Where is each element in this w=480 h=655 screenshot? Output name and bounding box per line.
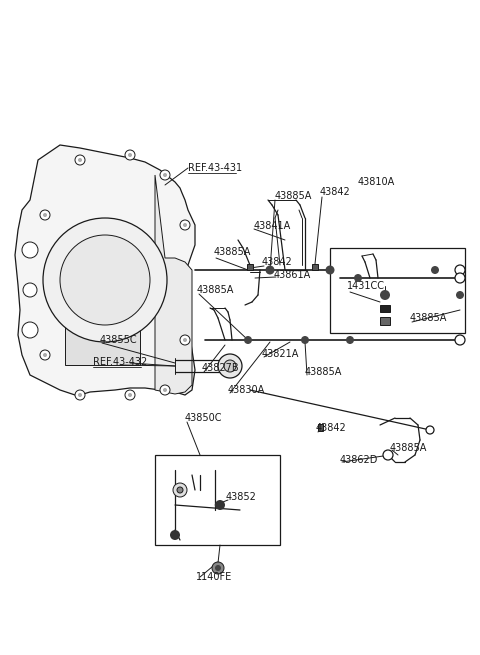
Circle shape [43, 353, 47, 357]
Text: 43841A: 43841A [254, 221, 291, 231]
Circle shape [75, 390, 85, 400]
Bar [65, 300, 140, 365]
Text: 43885A: 43885A [214, 247, 252, 257]
Text: 43885A: 43885A [197, 285, 234, 295]
Circle shape [75, 155, 85, 165]
Polygon shape [155, 175, 192, 394]
Circle shape [180, 220, 190, 230]
Circle shape [383, 450, 393, 460]
Circle shape [60, 235, 150, 325]
Circle shape [170, 530, 180, 540]
Circle shape [22, 242, 38, 258]
Circle shape [78, 158, 82, 162]
Circle shape [78, 393, 82, 397]
Circle shape [43, 218, 167, 342]
Text: 43827B: 43827B [202, 363, 240, 373]
Text: 43861A: 43861A [274, 270, 311, 280]
Bar [312, 264, 318, 270]
Circle shape [183, 223, 187, 227]
Circle shape [380, 290, 390, 300]
Text: 43885A: 43885A [410, 313, 447, 323]
Circle shape [160, 385, 170, 395]
Circle shape [455, 265, 465, 275]
Circle shape [180, 335, 190, 345]
Circle shape [163, 388, 167, 392]
Circle shape [43, 213, 47, 217]
Bar [330, 248, 465, 333]
Circle shape [163, 173, 167, 177]
Circle shape [125, 390, 135, 400]
Bar [318, 424, 323, 431]
Text: 43842: 43842 [320, 187, 351, 197]
Text: 43852: 43852 [226, 492, 257, 502]
Circle shape [212, 562, 224, 574]
Circle shape [455, 335, 465, 345]
Text: REF.43-432: REF.43-432 [93, 357, 147, 367]
Polygon shape [15, 145, 195, 395]
Circle shape [128, 153, 132, 157]
Text: 43862D: 43862D [340, 455, 378, 465]
Text: 43855C: 43855C [100, 335, 138, 345]
Circle shape [354, 274, 362, 282]
Text: 43885A: 43885A [275, 191, 312, 201]
Text: 1431CC: 1431CC [347, 281, 385, 291]
Circle shape [456, 291, 464, 299]
Circle shape [346, 336, 354, 344]
Text: 43842: 43842 [262, 257, 293, 267]
Circle shape [177, 487, 183, 493]
Text: 1140FE: 1140FE [196, 572, 232, 582]
Text: 43830A: 43830A [228, 385, 265, 395]
Circle shape [40, 210, 50, 220]
Bar [380, 305, 390, 312]
Circle shape [265, 265, 275, 274]
Circle shape [431, 266, 439, 274]
Circle shape [128, 393, 132, 397]
Circle shape [173, 483, 187, 497]
Text: REF.43-431: REF.43-431 [188, 163, 242, 173]
Bar [380, 317, 390, 325]
Circle shape [40, 350, 50, 360]
Circle shape [224, 360, 236, 372]
Circle shape [160, 170, 170, 180]
Circle shape [125, 150, 135, 160]
Circle shape [215, 500, 225, 510]
Text: 43842: 43842 [316, 423, 347, 433]
Circle shape [325, 265, 335, 274]
Bar [247, 264, 253, 270]
Circle shape [244, 336, 252, 344]
Circle shape [183, 338, 187, 342]
Text: 43885A: 43885A [390, 443, 427, 453]
Circle shape [455, 273, 465, 283]
Text: 43810A: 43810A [358, 177, 395, 187]
Circle shape [301, 336, 309, 344]
Bar [155, 455, 280, 545]
Text: 43850C: 43850C [185, 413, 223, 423]
Circle shape [426, 426, 434, 434]
Text: 43885A: 43885A [305, 367, 342, 377]
Circle shape [22, 322, 38, 338]
Text: 43821A: 43821A [262, 349, 300, 359]
Circle shape [23, 283, 37, 297]
Circle shape [218, 354, 242, 378]
Circle shape [215, 565, 221, 571]
